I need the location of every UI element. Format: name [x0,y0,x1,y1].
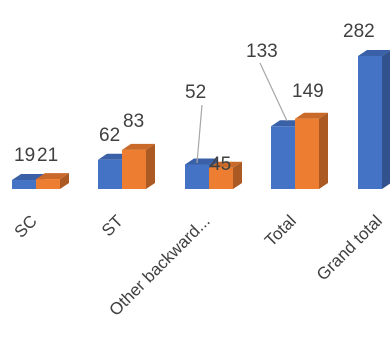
category-label-0: SC [11,211,41,241]
bar-4-0 [358,50,390,189]
data-label-3-1: 149 [292,81,324,102]
bar-0-1 [36,173,69,189]
bars-layer [12,50,390,189]
data-label-2-1: 45 [210,154,231,175]
category-label-1: ST [98,211,127,240]
leader-lines-layer [196,62,288,164]
data-labels-layer: 19 62 52 133 282 21 83 45 149 [14,21,375,175]
leader-line-2 [196,104,203,164]
data-label-1-0: 62 [99,125,120,146]
leader-line-3 [259,62,288,122]
data-label-3-0: 133 [246,41,278,62]
category-label-3: Total [261,211,300,250]
bar-1-1 [122,143,155,189]
data-label-0-1: 21 [37,145,58,166]
data-label-2-0: 52 [185,82,206,103]
data-label-1-1: 83 [123,111,144,132]
data-label-4-0: 282 [343,21,375,42]
bar-3-1 [295,112,328,189]
data-label-0-0: 19 [14,145,35,166]
bar-2-1 [209,161,242,189]
category-label-4: Grand total [313,211,386,284]
